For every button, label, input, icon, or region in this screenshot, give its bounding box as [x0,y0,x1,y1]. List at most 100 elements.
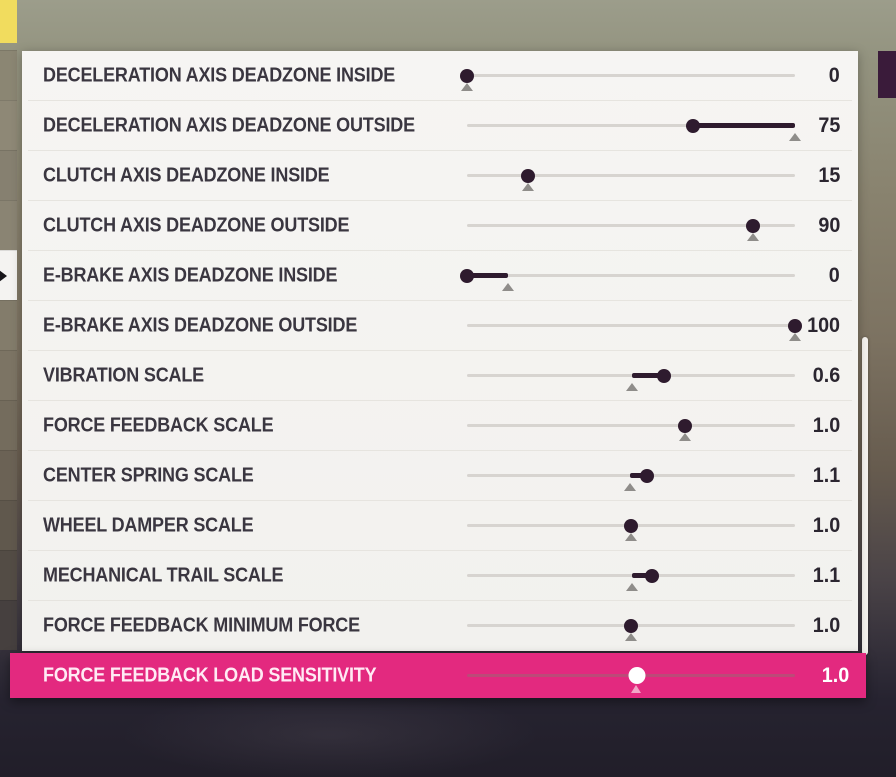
setting-row[interactable]: DECELERATION AXIS DEADZONE INSIDE 0 [22,51,858,101]
slider-knob[interactable] [521,169,535,183]
setting-value: 90 [818,214,840,237]
setting-slider[interactable] [467,351,795,401]
setting-slider[interactable] [467,151,795,201]
slider-track[interactable] [467,174,795,177]
setting-row[interactable]: DECELERATION AXIS DEADZONE OUTSIDE 75 [22,101,858,151]
setting-value: 1.0 [812,614,840,637]
setting-label: WHEEL DAMPER SCALE [43,514,254,537]
setting-value: 1.0 [812,414,840,437]
setting-row[interactable]: WHEEL DAMPER SCALE 1.0 [22,501,858,551]
setting-row[interactable]: FORCE FEEDBACK SCALE 1.0 [22,401,858,451]
slider-default-marker-icon [522,183,534,191]
setting-slider[interactable] [467,101,801,151]
slider-knob[interactable] [624,519,638,533]
slider-fill-bar [630,473,648,478]
slider-knob[interactable] [460,69,474,83]
slider-default-marker-icon [679,433,692,441]
slider-default-marker-icon [789,333,801,341]
setting-slider[interactable] [460,51,795,101]
background-list-segment [0,500,17,550]
background-list-segment [0,250,17,300]
background-list-strip [0,50,17,650]
slider-default-marker-icon [461,83,473,91]
setting-label: CENTER SPRING SCALE [43,464,254,487]
setting-label: DECELERATION AXIS DEADZONE OUTSIDE [43,114,415,137]
setting-value: 75 [818,114,840,137]
scrollbar-thumb[interactable] [862,337,868,655]
slider-knob[interactable] [788,319,802,333]
slider-knob[interactable] [624,619,638,633]
setting-label: CLUTCH AXIS DEADZONE OUTSIDE [43,214,350,237]
slider-default-marker-icon [625,633,637,641]
setting-label: E-BRAKE AXIS DEADZONE OUTSIDE [43,314,358,337]
slider-knob[interactable] [746,219,761,233]
background-list-segment [0,550,17,600]
slider-track[interactable] [467,274,795,277]
setting-slider[interactable] [467,653,795,698]
setting-row[interactable]: MECHANICAL TRAIL SCALE 1.1 [22,551,858,601]
background-list-segment [0,100,17,150]
setting-row[interactable]: VIBRATION SCALE 0.6 [22,351,858,401]
setting-slider[interactable] [467,501,795,551]
slider-knob[interactable] [628,667,646,684]
slider-track[interactable] [467,574,795,577]
setting-value: 100 [807,314,840,337]
setting-label: FORCE FEEDBACK SCALE [43,414,274,437]
setting-value: 1.0 [821,663,849,687]
setting-value: 0.6 [812,364,840,387]
slider-default-marker-icon [789,133,801,141]
selected-row[interactable]: FORCE FEEDBACK LOAD SENSITIVITY 1.0 [10,653,866,698]
slider-knob[interactable] [656,369,671,383]
slider-track[interactable] [467,224,795,227]
background-list-segment [0,50,17,100]
slider-default-marker-icon [630,685,641,693]
slider-default-marker-icon [625,383,638,391]
setting-slider[interactable] [467,301,802,351]
setting-row[interactable]: CENTER SPRING SCALE 1.1 [22,451,858,501]
slider-track[interactable] [467,324,795,327]
setting-slider[interactable] [467,551,795,601]
background-list-segment [0,400,17,450]
slider-knob[interactable] [644,569,659,583]
slider-fill-bar [631,573,652,578]
slider-default-marker-icon [747,233,760,241]
slider-knob[interactable] [460,269,474,283]
slider-fill-bar [631,373,664,378]
slider-knob[interactable] [678,419,693,433]
setting-row[interactable]: E-BRAKE AXIS DEADZONE OUTSIDE 100 [22,301,858,351]
slider-track[interactable] [467,424,795,427]
setting-value: 15 [818,164,840,187]
background-list-segment [0,450,17,500]
slider-track[interactable] [467,124,795,127]
setting-row[interactable]: FORCE FEEDBACK MINIMUM FORCE 1.0 [22,601,858,651]
slider-knob[interactable] [640,469,655,483]
slider-track[interactable] [467,74,795,77]
slider-default-marker-icon [624,483,637,491]
selection-pointer-icon [0,269,7,282]
setting-label: E-BRAKE AXIS DEADZONE INSIDE [43,264,338,287]
setting-slider[interactable] [467,451,795,501]
setting-slider[interactable] [460,251,795,301]
background-list-segment [0,300,17,350]
setting-slider[interactable] [467,201,795,251]
setting-value: 0 [829,264,840,287]
setting-row[interactable]: CLUTCH AXIS DEADZONE INSIDE 15 [22,151,858,201]
setting-row-selected[interactable]: FORCE FEEDBACK LOAD SENSITIVITY 1.0 [10,653,866,698]
setting-value: 0 [829,64,840,87]
setting-value: 1.1 [812,464,840,487]
slider-track[interactable] [467,374,795,377]
setting-label: DECELERATION AXIS DEADZONE INSIDE [43,64,396,87]
background-list-segment [0,600,17,650]
setting-label: VIBRATION SCALE [43,364,204,387]
setting-row[interactable]: E-BRAKE AXIS DEADZONE INSIDE 0 [22,251,858,301]
background-list-segment [0,200,17,250]
slider-knob[interactable] [686,119,701,133]
setting-slider[interactable] [467,401,795,451]
setting-slider[interactable] [467,601,795,651]
setting-label: FORCE FEEDBACK MINIMUM FORCE [43,614,360,637]
setting-row[interactable]: CLUTCH AXIS DEADZONE OUTSIDE 90 [22,201,858,251]
setting-label: CLUTCH AXIS DEADZONE INSIDE [43,164,330,187]
slider-fill-bar [467,273,508,278]
slider-default-marker-icon [502,283,514,291]
